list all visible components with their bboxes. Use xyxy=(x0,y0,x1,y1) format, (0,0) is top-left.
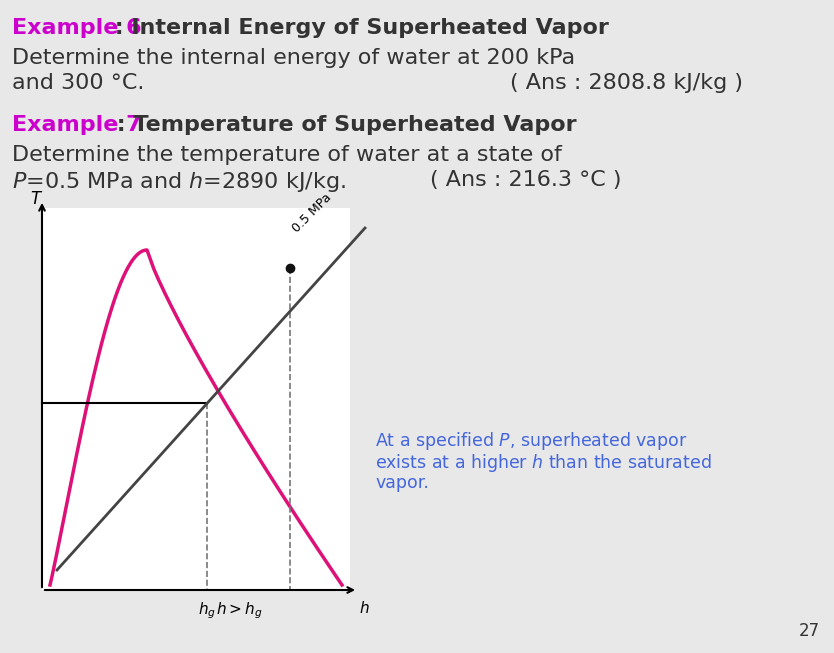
Text: $h > h_g$: $h > h_g$ xyxy=(216,600,262,620)
Text: vapor.: vapor. xyxy=(375,474,429,492)
Text: ( Ans : 216.3 °C ): ( Ans : 216.3 °C ) xyxy=(430,170,621,190)
Text: 0.5 MPa: 0.5 MPa xyxy=(290,191,334,235)
Text: : Internal Energy of Superheated Vapor: : Internal Energy of Superheated Vapor xyxy=(107,18,609,38)
Text: Example 7: Example 7 xyxy=(12,115,142,135)
Text: : Temperature of Superheated Vapor: : Temperature of Superheated Vapor xyxy=(109,115,576,135)
Text: ( Ans : 2808.8 kJ/kg ): ( Ans : 2808.8 kJ/kg ) xyxy=(510,73,743,93)
Text: Determine the internal energy of water at 200 kPa: Determine the internal energy of water a… xyxy=(12,48,575,68)
Text: Determine the temperature of water at a state of: Determine the temperature of water at a … xyxy=(12,145,562,165)
Text: 27: 27 xyxy=(799,622,820,640)
Text: $P$=0.5 MPa and $h$=2890 kJ/kg.: $P$=0.5 MPa and $h$=2890 kJ/kg. xyxy=(12,170,346,194)
Text: $h$: $h$ xyxy=(359,600,369,616)
Text: $h_g$: $h_g$ xyxy=(198,600,216,620)
Text: $T$: $T$ xyxy=(30,190,43,208)
Bar xyxy=(42,208,350,590)
Text: and 300 °C.: and 300 °C. xyxy=(12,73,144,93)
Text: At a specified $P$, superheated vapor: At a specified $P$, superheated vapor xyxy=(375,430,687,452)
Text: Example 6: Example 6 xyxy=(12,18,142,38)
Text: exists at a higher $h$ than the saturated: exists at a higher $h$ than the saturate… xyxy=(375,452,711,474)
